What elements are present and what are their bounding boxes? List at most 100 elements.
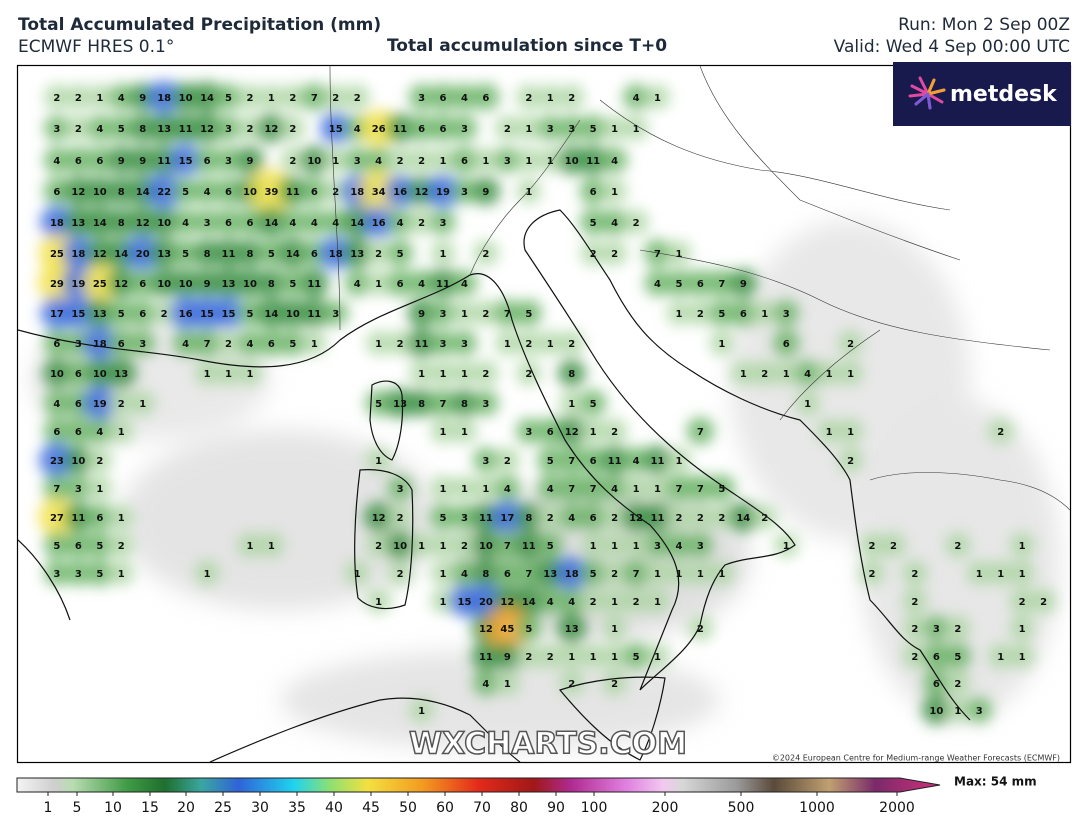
accumulation-value: 2 <box>761 513 768 524</box>
precip-blob <box>193 329 221 357</box>
precip-blob <box>277 237 309 269</box>
accumulation-value: 1 <box>675 456 682 467</box>
precip-blob <box>922 669 950 697</box>
accumulation-value: 2 <box>397 339 404 350</box>
precip-blob <box>84 297 116 329</box>
colorbar-tick-label: 20 <box>177 800 195 816</box>
accumulation-value: 19 <box>71 279 85 290</box>
precip-blob <box>686 269 714 297</box>
accumulation-value: 6 <box>118 339 125 350</box>
accumulation-value: 3 <box>783 309 790 320</box>
title: Total Accumulated Precipitation (mm) <box>18 15 381 35</box>
valid-time: Valid: Wed 4 Sep 00:00 UTC <box>834 37 1070 57</box>
precip-blob <box>558 504 585 530</box>
accumulation-value: 18 <box>329 249 343 260</box>
accumulation-value: 2 <box>332 93 339 104</box>
colorbar-tick-label: 45 <box>362 800 380 816</box>
accumulation-value: 9 <box>204 279 211 290</box>
accumulation-value: 7 <box>568 484 575 495</box>
accumulation-value: 10 <box>179 279 193 290</box>
accumulation-value: 4 <box>611 156 618 167</box>
accumulation-value: 11 <box>393 124 407 135</box>
accumulation-value: 2 <box>869 541 876 552</box>
accumulation-value: 2 <box>547 513 554 524</box>
accumulation-value: 1 <box>1019 624 1026 635</box>
accumulation-value: 2 <box>1040 597 1047 608</box>
precip-blob <box>644 270 671 296</box>
colorbar-tick-label: 15 <box>141 800 159 816</box>
precip-blob <box>579 474 607 502</box>
accumulation-value: 11 <box>479 513 493 524</box>
accumulation-value: 8 <box>525 513 532 524</box>
accumulation-value: 1 <box>525 124 532 135</box>
precip-blob <box>408 84 435 110</box>
accumulation-value: 3 <box>568 124 575 135</box>
accumulation-value: 1 <box>654 569 661 580</box>
precip-blob <box>493 299 522 327</box>
accumulation-value: 2 <box>375 541 382 552</box>
accumulation-value: 12 <box>372 513 386 524</box>
precip-blob <box>109 504 134 530</box>
precip-blob <box>688 560 713 586</box>
accumulation-value: 2 <box>954 624 961 635</box>
accumulation-value: 3 <box>547 124 554 135</box>
precip-blob <box>65 84 91 110</box>
precip-blob <box>516 418 542 444</box>
precip-blob <box>258 239 285 267</box>
accumulation-value: 6 <box>268 339 275 350</box>
precip-blob <box>988 418 1014 444</box>
precip-blob <box>473 475 499 501</box>
accumulation-value: 10 <box>929 706 943 717</box>
precip-blob <box>148 237 180 269</box>
precip-blob <box>235 268 265 298</box>
precip-blob <box>215 115 242 141</box>
precip-blob <box>255 206 287 238</box>
accumulation-value: 13 <box>543 569 557 580</box>
coastlines <box>18 209 971 762</box>
accumulation-value: 3 <box>397 484 404 495</box>
accumulation-value: 22 <box>157 187 171 198</box>
precip-blob <box>945 697 971 723</box>
accumulation-value: 9 <box>118 156 125 167</box>
precip-blob <box>278 298 308 328</box>
precip-blob <box>494 147 521 173</box>
precip-blob <box>902 615 928 641</box>
precip-blob <box>557 446 586 474</box>
accumulation-value: 18 <box>93 339 107 350</box>
precip-blob <box>579 559 607 587</box>
accumulation-value: 4 <box>289 218 296 229</box>
precip-blob <box>731 360 756 386</box>
precip-blob <box>170 113 201 143</box>
accumulation-value: 9 <box>246 156 253 167</box>
accumulation-value: 6 <box>75 156 82 167</box>
precip-blob <box>363 502 394 532</box>
accumulation-value: 6 <box>311 187 318 198</box>
precip-blob <box>44 115 70 141</box>
accumulation-value: 5 <box>397 249 404 260</box>
subtitle: Total accumulation since T+0 <box>387 36 667 56</box>
precip-blob <box>387 504 413 530</box>
precip-blob <box>599 445 630 475</box>
precip-blob <box>537 531 564 559</box>
accumulation-value: 1 <box>461 309 468 320</box>
precip-blob <box>602 178 627 204</box>
accumulation-value: 1 <box>440 427 447 438</box>
colorbar-tick-label: 500 <box>728 800 755 816</box>
precip-blob <box>666 560 692 586</box>
precip-blob <box>86 531 114 559</box>
accumulation-value: 1 <box>740 369 747 380</box>
accumulation-value: 1 <box>675 569 682 580</box>
accumulation-value: 6 <box>225 187 232 198</box>
accumulation-value: 6 <box>547 427 554 438</box>
precip-blob <box>473 300 499 326</box>
precip-blob <box>408 270 435 296</box>
accumulation-value: 6 <box>440 124 447 135</box>
accumulation-value: 9 <box>139 156 146 167</box>
accumulation-value: 10 <box>71 456 85 467</box>
precip-blob <box>452 475 477 501</box>
precip-blob <box>559 330 585 356</box>
accumulation-value: 6 <box>590 513 597 524</box>
precip-blob <box>773 360 799 386</box>
accumulation-value: 4 <box>633 456 640 467</box>
precip-blob <box>795 390 820 416</box>
